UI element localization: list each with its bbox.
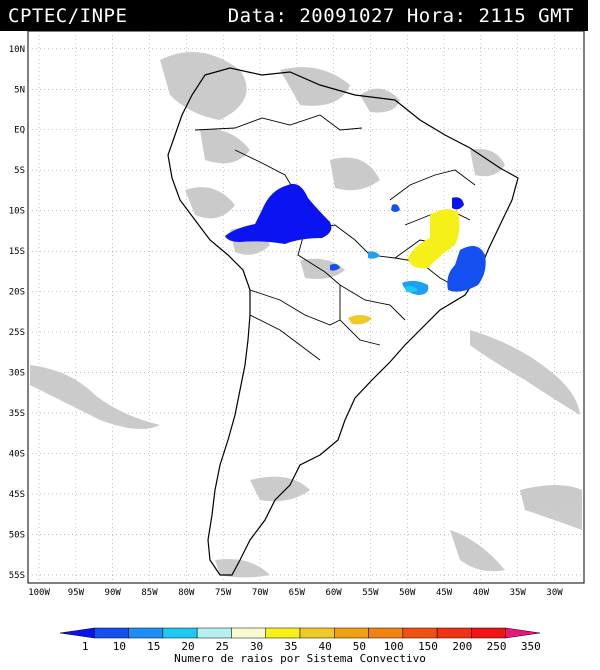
legend-swatch: [59, 627, 95, 639]
cluster-sp-light: [405, 286, 418, 293]
legend-swatch: [265, 627, 301, 639]
lat-tick-label: 25S: [9, 328, 25, 338]
legend-swatch: [196, 627, 232, 639]
map-header: CPTEC/INPE Data: 20091027 Hora: 2115 GMT: [0, 0, 588, 31]
legend-label: 50: [353, 640, 366, 652]
lat-tick-label: 35S: [9, 409, 25, 419]
lon-tick-label: 65W: [289, 588, 306, 598]
legend-swatch: [94, 627, 129, 639]
organization-label: CPTEC/INPE: [8, 5, 128, 27]
legend-swatch: [402, 627, 438, 639]
legend-swatch: [505, 627, 541, 639]
lon-tick-label: 95W: [68, 588, 85, 598]
color-legend: 1 10 15 20 25 30 35 40 50 100 150 200 250 350: [59, 627, 541, 652]
legend-swatch: [334, 627, 369, 639]
legend-label: 10: [113, 640, 126, 652]
legend-swatch: [368, 627, 404, 639]
lightning-map: 10N5NEQ5S10S15S20S25S30S35S40S45S50S55S …: [9, 31, 585, 598]
lat-tick-label: 10N: [9, 45, 25, 55]
lat-tick-label: 15S: [9, 247, 25, 257]
legend-swatch: [436, 627, 472, 639]
lat-tick-label: 30S: [9, 369, 25, 379]
lon-tick-label: 80W: [178, 588, 195, 598]
lat-tick-label: 20S: [9, 288, 25, 298]
legend-title: Numero de raios por Sistema Convectivo: [174, 652, 426, 665]
legend-swatch: [299, 627, 335, 639]
legend-label: 1: [82, 640, 89, 652]
timestamp-label: Data: 20091027 Hora: 2115 GMT: [228, 5, 574, 27]
cluster-ms: [368, 251, 380, 259]
time-value: 2115 GMT: [478, 5, 574, 27]
lon-tick-label: 35W: [510, 588, 527, 598]
lon-tick-label: 55W: [362, 588, 379, 598]
lon-tick-label: 50W: [399, 588, 416, 598]
legend-label: 150: [418, 640, 438, 652]
legend-label: 200: [452, 640, 472, 652]
lat-tick-label: 50S: [9, 530, 25, 540]
lat-tick-label: 45S: [9, 490, 25, 500]
lat-tick-label: 55S: [9, 571, 25, 581]
date-label: Data:: [227, 5, 288, 27]
legend-label: 20: [181, 640, 194, 652]
lon-tick-label: 85W: [141, 588, 158, 598]
lon-tick-label: 30W: [546, 588, 563, 598]
lat-tick-label: 10S: [9, 207, 25, 217]
legend-label: 100: [384, 640, 404, 652]
lon-tick-label: 70W: [252, 588, 269, 598]
legend-label: 30: [250, 640, 263, 652]
satellite-cloud-layer: [30, 52, 582, 578]
lon-tick-label: 90W: [105, 588, 122, 598]
legend-swatch: [471, 627, 506, 639]
cluster-bolivia: [330, 264, 340, 271]
country-borders: [194, 114, 476, 361]
lon-tick-label: 60W: [325, 588, 342, 598]
legend-swatch: [231, 627, 266, 639]
lon-tick-label: 40W: [473, 588, 490, 598]
time-label: Hora:: [406, 5, 467, 27]
legend-swatch: [162, 627, 198, 639]
south-america-coastline: [167, 67, 519, 576]
longitude-labels: 100W 95W 90W 85W 80W 75W 70W 65W 60W 55W 50W 45W 40W…: [28, 588, 563, 598]
cluster-southeast-coast: [447, 246, 486, 292]
lat-tick-label: 5S: [14, 166, 25, 176]
legend-label: 25: [216, 640, 229, 652]
cluster-bahia-small: [452, 197, 464, 210]
legend-label: 250: [487, 640, 507, 652]
lon-tick-label: 45W: [436, 588, 453, 598]
map-frame: [27, 31, 585, 584]
lat-tick-label: 5N: [14, 85, 25, 95]
cluster-amazon: [225, 183, 332, 244]
lon-tick-label: 100W: [28, 588, 50, 598]
lightning-clusters: [225, 183, 486, 325]
legend-label: 40: [319, 640, 332, 652]
legend-label: 35: [284, 640, 297, 652]
legend-swatch: [128, 627, 164, 639]
legend-label: 15: [147, 640, 160, 652]
legend-label: 350: [521, 640, 541, 652]
cluster-paraguay: [348, 315, 372, 325]
cluster-goias: [391, 204, 400, 212]
cluster-minas-bahia: [408, 209, 460, 269]
latitude-labels: 10N 5N EQ 5S 10S 15S 20S 25S 30S 35S 40S 45S 50S 55S: [9, 45, 25, 581]
lat-tick-label: 40S: [9, 449, 25, 459]
lon-tick-label: 75W: [215, 588, 232, 598]
lat-tick-label: EQ: [14, 126, 25, 136]
date-value: 20091027: [299, 5, 395, 27]
